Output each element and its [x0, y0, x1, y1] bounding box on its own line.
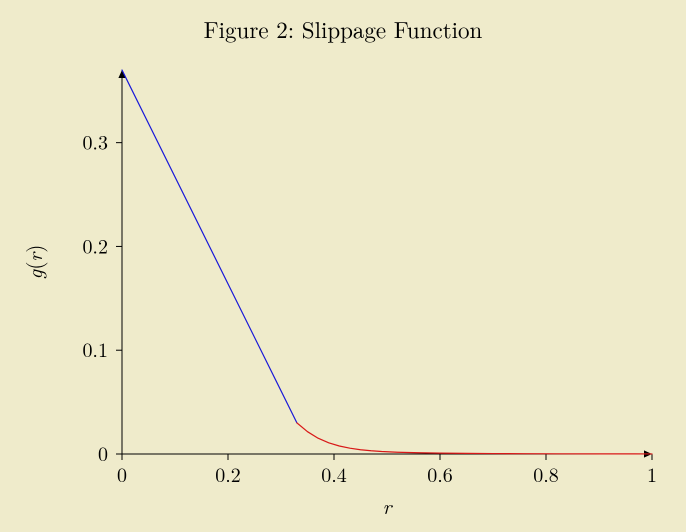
- chart-title: Figure 2: Slippage Function: [204, 12, 483, 45]
- y-tick-label: 0: [98, 438, 108, 467]
- x-tick-label: 0.2: [215, 459, 241, 488]
- x-tick-label: 0.8: [533, 459, 559, 488]
- chart-container: 00.20.40.60.8100.10.20.3rg(r)Figure 2: S…: [0, 0, 686, 532]
- x-tick-label: 0: [117, 459, 127, 488]
- y-axis-label: g(r): [19, 245, 49, 280]
- x-tick-label: 1: [647, 459, 657, 488]
- plot-area: [122, 70, 652, 454]
- x-tick-label: 0.6: [427, 459, 453, 488]
- slippage-chart: 00.20.40.60.8100.10.20.3rg(r)Figure 2: S…: [0, 0, 686, 532]
- y-tick-label: 0.2: [82, 230, 108, 259]
- y-tick-label: 0.3: [82, 127, 108, 156]
- y-tick-label: 0.1: [82, 334, 108, 363]
- x-tick-label: 0.4: [321, 459, 347, 488]
